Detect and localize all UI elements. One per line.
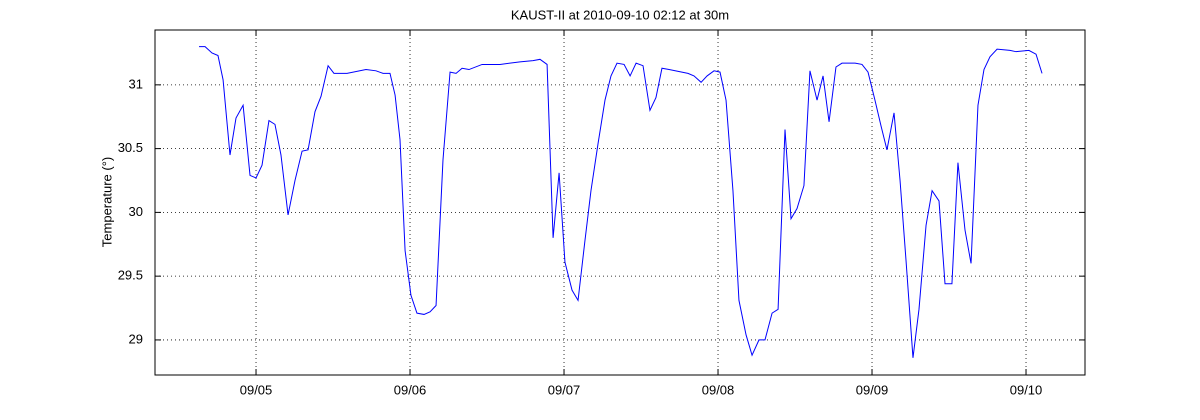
y-tick-label: 29 — [129, 331, 143, 346]
x-tick-label: 09/09 — [856, 382, 889, 397]
y-tick-label: 30.5 — [118, 140, 143, 155]
x-tick-label: 09/08 — [702, 382, 735, 397]
x-tick-label: 09/05 — [240, 382, 273, 397]
plot-frame — [154, 29, 1086, 376]
chart-title: KAUST-II at 2010-09-10 02:12 at 30m — [511, 7, 729, 22]
y-tick-label: 31 — [129, 76, 143, 91]
data-line — [199, 46, 1043, 358]
x-tick-label: 09/06 — [394, 382, 427, 397]
x-tick-label: 09/10 — [1010, 382, 1043, 397]
y-axis-label: Temperature (°) — [99, 157, 114, 247]
y-tick-label: 29.5 — [118, 268, 143, 283]
x-tick-label: 09/07 — [548, 382, 581, 397]
y-tick-label: 30 — [129, 204, 143, 219]
